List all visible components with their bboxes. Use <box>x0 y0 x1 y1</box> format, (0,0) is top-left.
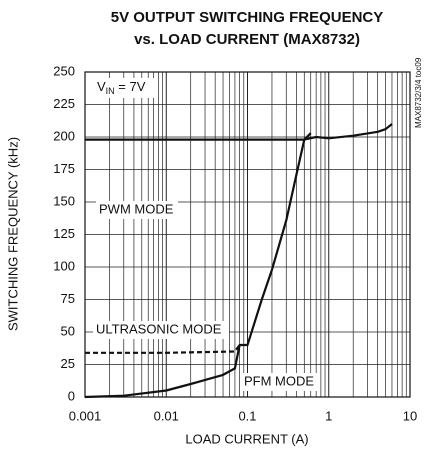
pfm-label: PFM MODE <box>244 373 314 388</box>
y-tick-label: 150 <box>53 193 75 208</box>
vin-label: VIN = 7V <box>97 79 146 96</box>
plot-frame <box>84 71 411 398</box>
x-tick-label: 1 <box>325 408 332 423</box>
annotation-bg <box>241 373 319 391</box>
chart-title: 5V OUTPUT SWITCHING FREQUENCY <box>111 9 384 26</box>
annotation-bg <box>94 78 156 98</box>
x-tick-label: 10 <box>403 408 417 423</box>
y-tick-label: 125 <box>53 226 75 241</box>
annotation-bg <box>96 201 178 219</box>
y-tick-label: 175 <box>53 161 75 176</box>
y-tick-label: 50 <box>61 323 75 338</box>
x-axis-label: LOAD CURRENT (A) <box>185 431 308 446</box>
y-tick-label: 200 <box>53 128 75 143</box>
series-line <box>84 132 312 399</box>
vin-sub: IN <box>106 86 115 96</box>
y-tick-label: 75 <box>61 291 75 306</box>
x-tick-label: 0.1 <box>238 408 256 423</box>
side-label: MAX8732/3/4 toc09 <box>414 57 423 128</box>
series-line <box>85 344 241 354</box>
annotation-bg <box>93 321 229 339</box>
pwm-label: PWM MODE <box>99 201 174 216</box>
x-tick-label: 0.01 <box>154 408 179 423</box>
vin-part: = 7V <box>115 79 146 94</box>
y-tick-label: 25 <box>61 356 75 371</box>
x-tick-label: 0.001 <box>69 408 102 423</box>
chart-title: vs. LOAD CURRENT (MAX8732) <box>134 31 360 48</box>
y-tick-label: 250 <box>53 63 75 78</box>
vin-part: V <box>97 79 106 94</box>
y-tick-label: 0 <box>68 388 75 403</box>
y-tick-label: 100 <box>53 258 75 273</box>
ultrasonic-label: ULTRASONIC MODE <box>96 321 222 336</box>
series-line <box>85 123 393 141</box>
y-tick-label: 225 <box>53 96 75 111</box>
y-axis-label: SWITCHING FREQUENCY (kHz) <box>5 137 20 331</box>
